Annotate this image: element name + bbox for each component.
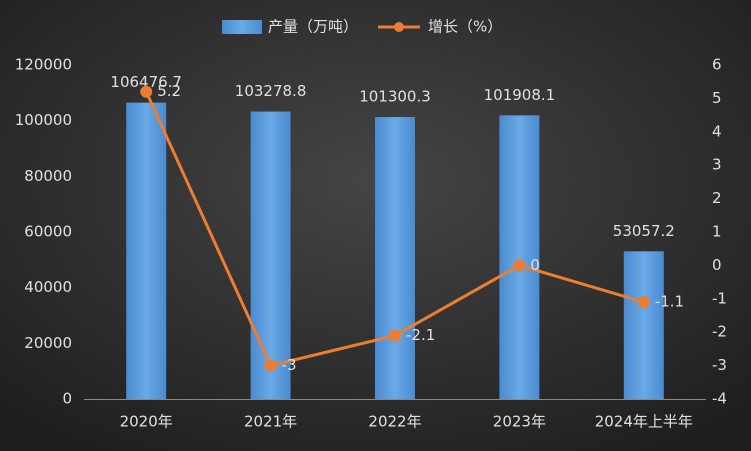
- y2-tick-label: 2: [712, 189, 722, 207]
- y-tick-label: 120000: [15, 56, 72, 74]
- line-marker: [637, 296, 650, 309]
- bar-value-label: 53057.2: [613, 222, 675, 240]
- y2-tick-label: 1: [712, 223, 722, 241]
- y-tick-label: 40000: [24, 278, 72, 296]
- line-marker: [264, 359, 277, 372]
- y2-tick-label: -1: [712, 289, 727, 307]
- y2-tick-label: 5: [712, 89, 722, 107]
- x-tick-label: 2024年上半年: [595, 413, 693, 431]
- y2-tick-label: -4: [712, 390, 727, 408]
- x-tick-label: 2022年: [368, 413, 421, 431]
- y-tick-label: 20000: [24, 334, 72, 352]
- x-tick-label: 2021年: [244, 413, 297, 431]
- bar: [126, 102, 167, 399]
- legend-label: 增长（%）: [428, 18, 502, 36]
- x-tick-label: 2023年: [493, 413, 546, 431]
- bar-value-label: 101908.1: [484, 86, 556, 104]
- y2-tick-label: -3: [712, 356, 727, 374]
- line-value-label: 0: [530, 256, 540, 274]
- bar: [623, 251, 664, 399]
- bar-value-label: 103278.8: [235, 82, 307, 100]
- line-value-label: -1.1: [655, 293, 684, 311]
- x-tick-label: 2020年: [120, 413, 173, 431]
- bar: [375, 117, 415, 400]
- legend-marker: [394, 22, 404, 32]
- legend-label: 产量（万吨）: [268, 18, 358, 36]
- line-value-label: -2.1: [406, 326, 435, 344]
- y2-tick-label: 0: [712, 256, 722, 274]
- y-tick-label: 0: [62, 390, 72, 408]
- y-tick-label: 60000: [24, 223, 72, 241]
- bar: [250, 111, 291, 399]
- y2-tick-label: 4: [712, 122, 722, 140]
- bar: [499, 115, 540, 400]
- y-tick-label: 80000: [24, 167, 72, 185]
- line-marker: [140, 85, 153, 98]
- y2-tick-label: -2: [712, 323, 727, 341]
- line-marker: [513, 259, 526, 272]
- line-marker: [389, 329, 401, 342]
- y-tick-label: 100000: [15, 111, 72, 129]
- bar-value-label: 101300.3: [359, 88, 431, 106]
- legend-swatch: [222, 20, 262, 34]
- line-value-label: -3: [282, 356, 297, 374]
- y2-tick-label: 6: [712, 56, 722, 74]
- line-value-label: 5.2: [157, 82, 181, 100]
- bar-value-label: 106476.7: [110, 73, 182, 91]
- y2-tick-label: 3: [712, 156, 722, 174]
